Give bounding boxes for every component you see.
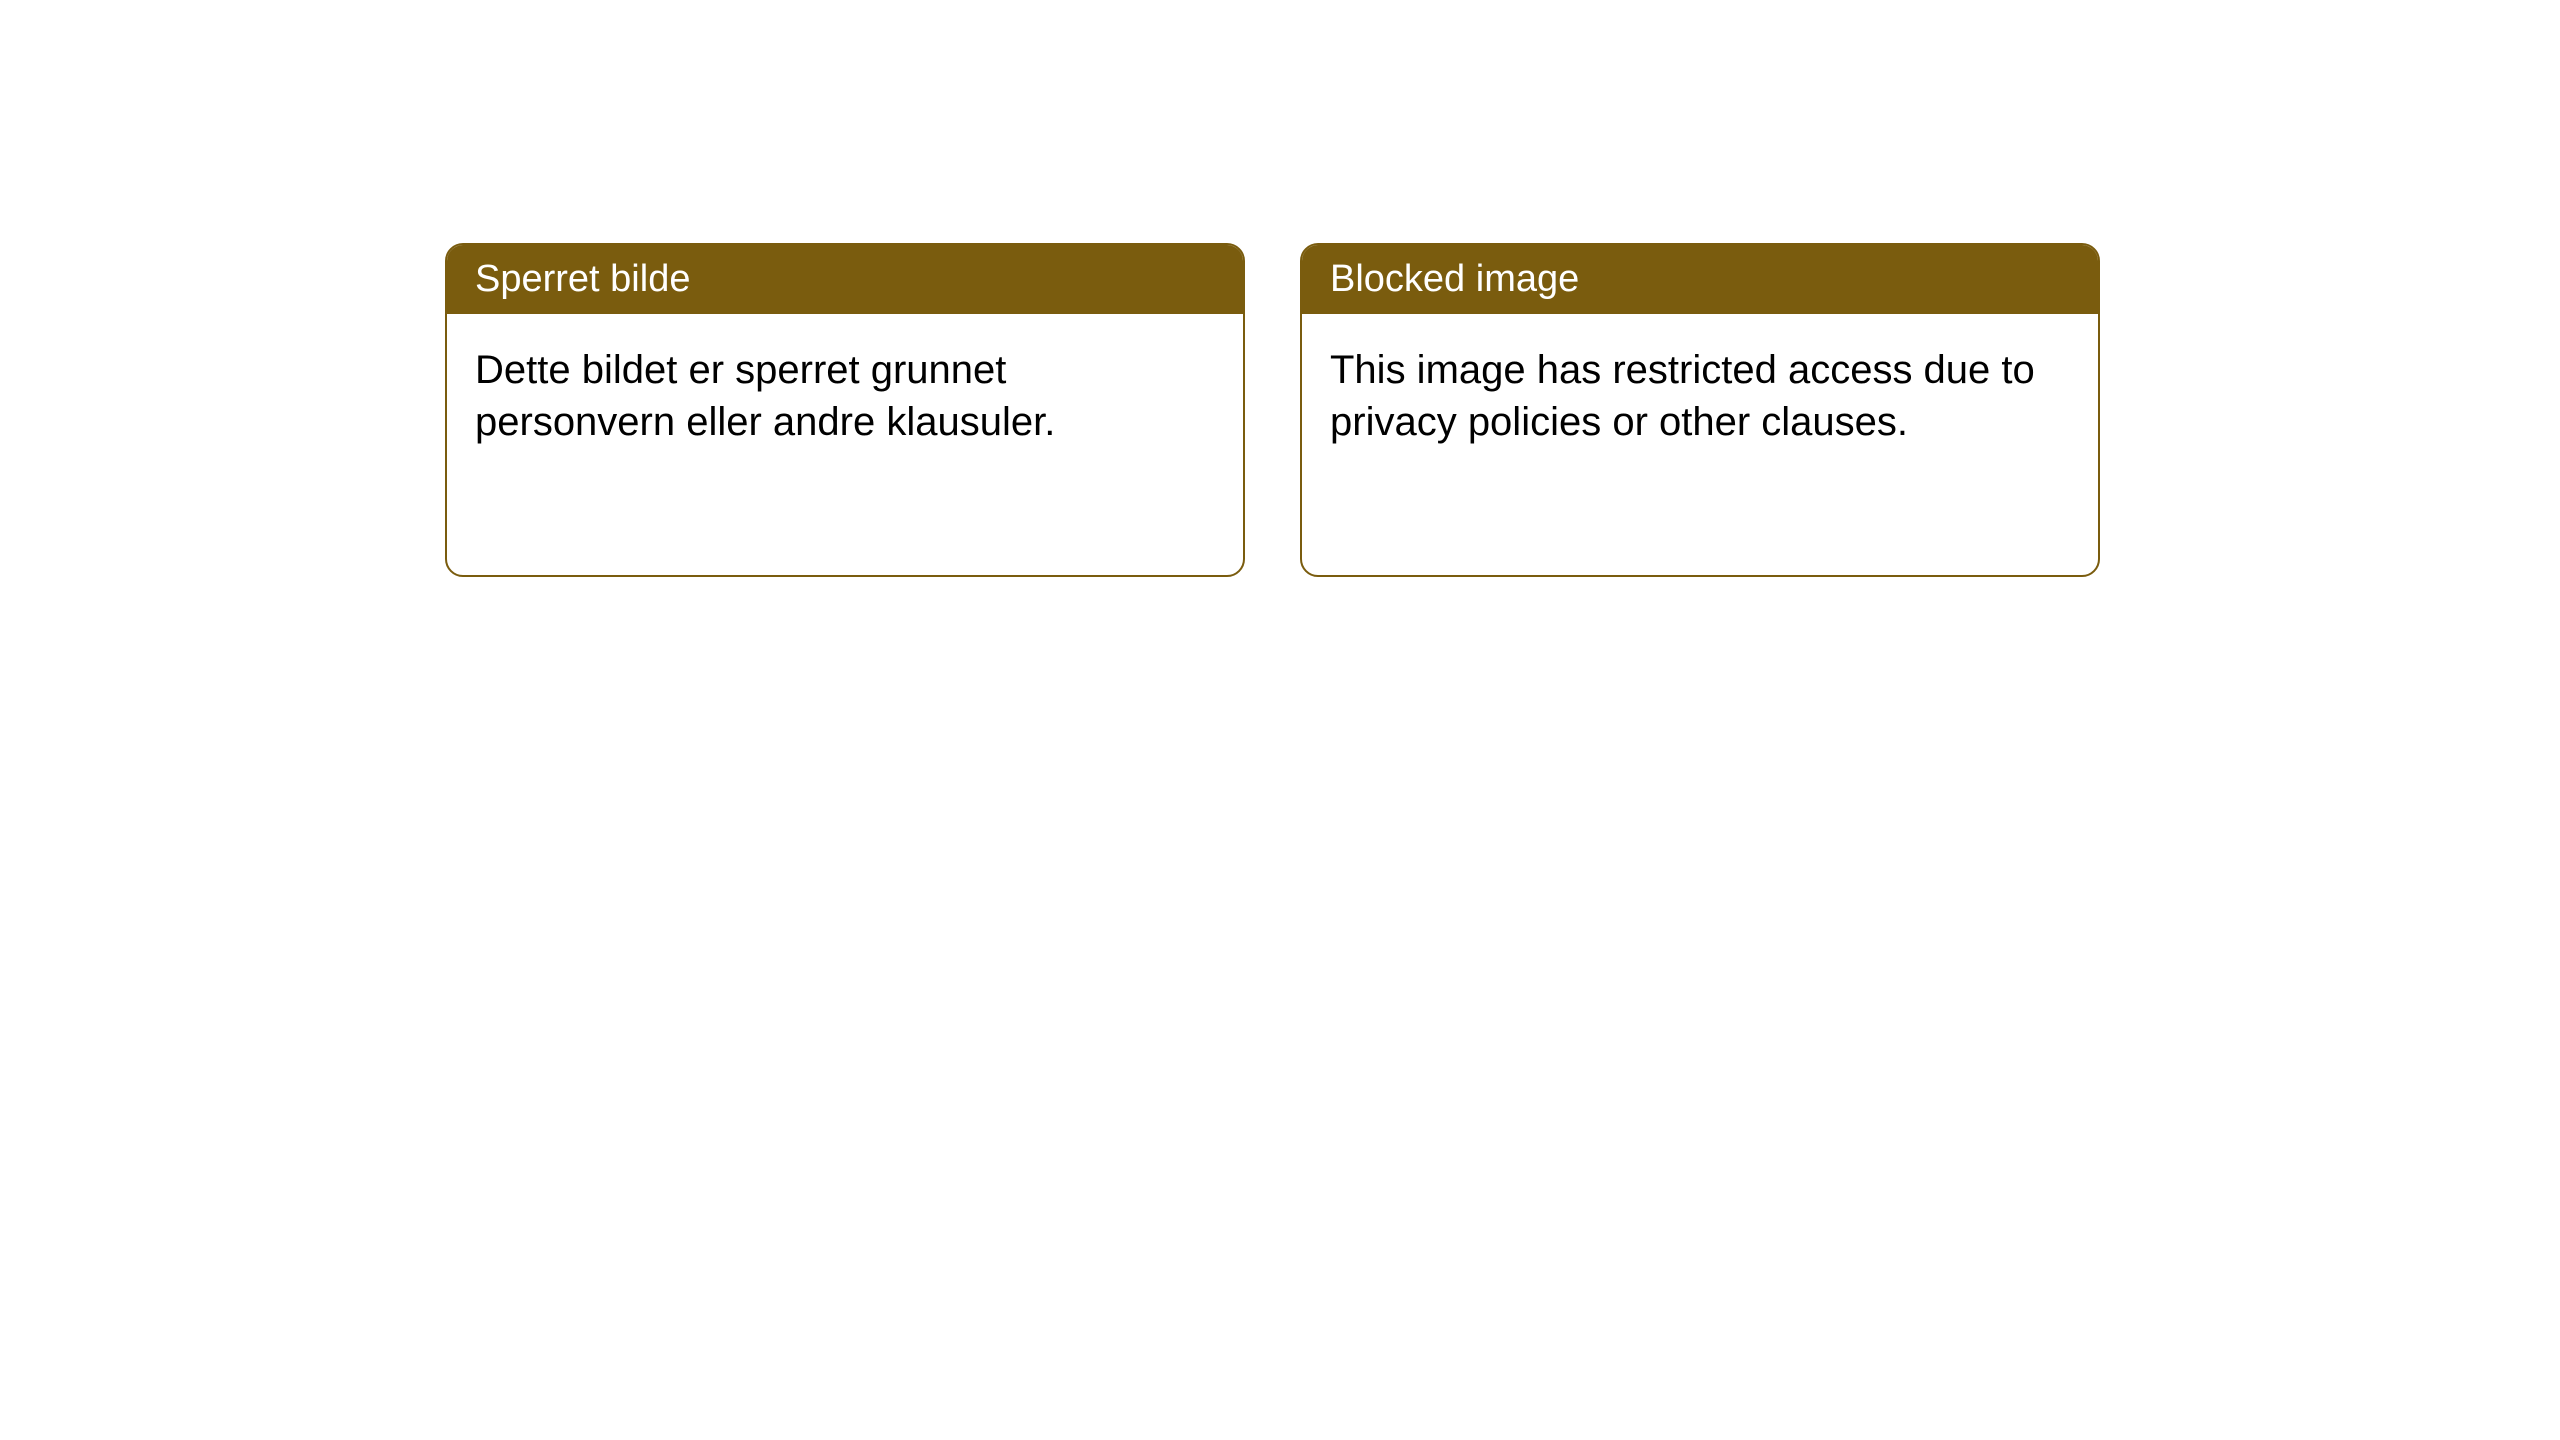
panel-body-en: This image has restricted access due to …	[1302, 314, 2098, 478]
panel-header-en: Blocked image	[1302, 245, 2098, 314]
panel-header-no: Sperret bilde	[447, 245, 1243, 314]
panel-body-no: Dette bildet er sperret grunnet personve…	[447, 314, 1243, 478]
notice-panel-no: Sperret bilde Dette bildet er sperret gr…	[445, 243, 1245, 577]
notice-container: Sperret bilde Dette bildet er sperret gr…	[445, 243, 2100, 577]
notice-panel-en: Blocked image This image has restricted …	[1300, 243, 2100, 577]
